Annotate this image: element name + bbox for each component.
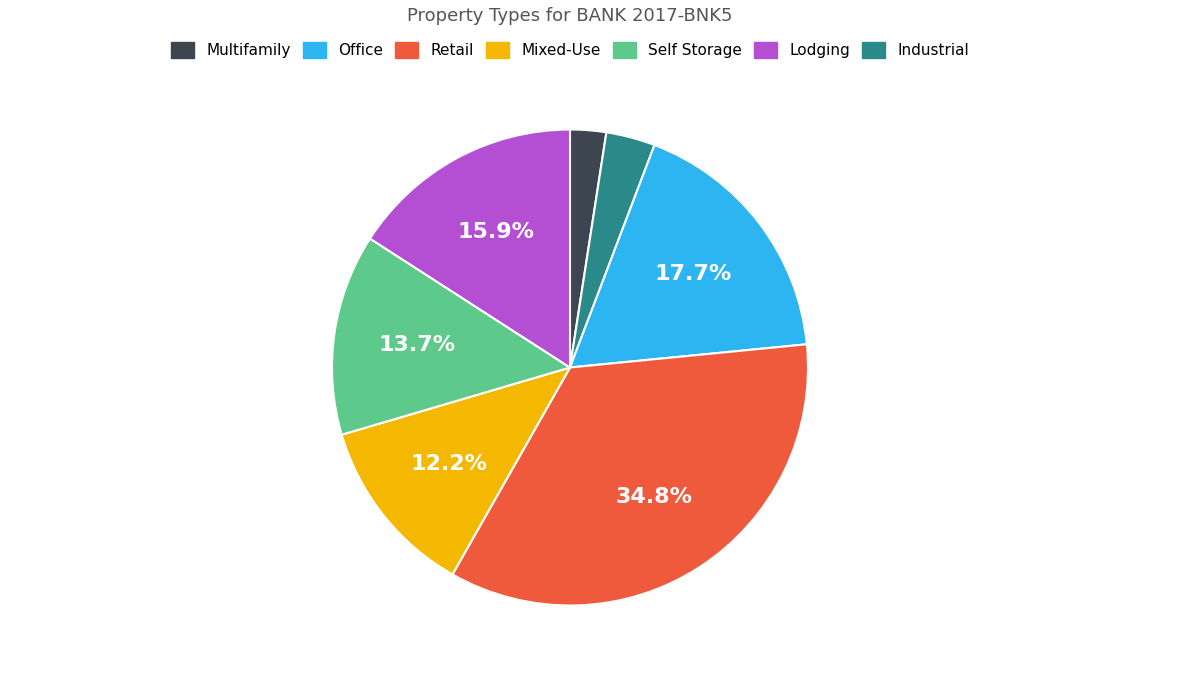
Text: 34.8%: 34.8% bbox=[616, 487, 692, 508]
Text: 12.2%: 12.2% bbox=[410, 454, 487, 474]
Title: Property Types for BANK 2017-BNK5: Property Types for BANK 2017-BNK5 bbox=[407, 8, 733, 25]
Text: 17.7%: 17.7% bbox=[654, 263, 732, 284]
Wedge shape bbox=[452, 344, 808, 606]
Text: 13.7%: 13.7% bbox=[378, 335, 456, 356]
Wedge shape bbox=[332, 239, 570, 435]
Wedge shape bbox=[370, 130, 570, 368]
Legend: Multifamily, Office, Retail, Mixed-Use, Self Storage, Lodging, Industrial: Multifamily, Office, Retail, Mixed-Use, … bbox=[164, 36, 976, 64]
Wedge shape bbox=[570, 130, 606, 368]
Wedge shape bbox=[570, 145, 806, 368]
Wedge shape bbox=[342, 368, 570, 575]
Wedge shape bbox=[570, 132, 654, 368]
Text: 15.9%: 15.9% bbox=[457, 222, 534, 242]
